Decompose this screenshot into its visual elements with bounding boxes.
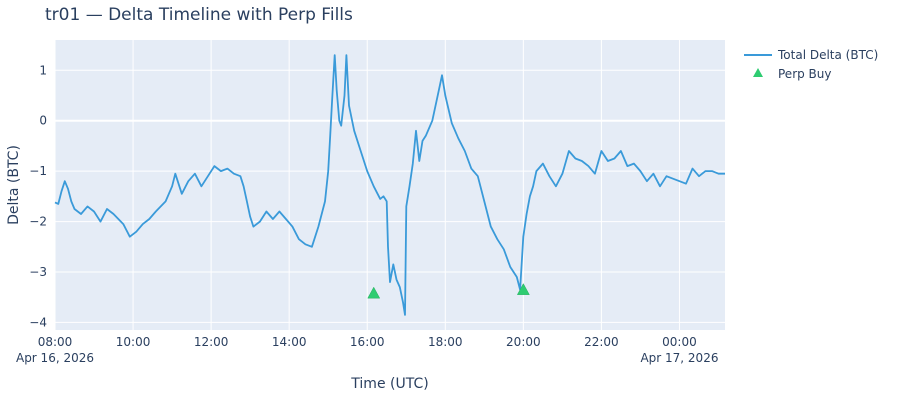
legend-label-total-delta[interactable]: Total Delta (BTC): [777, 48, 878, 62]
y-tick-label: 0: [39, 114, 47, 128]
perp-buy-marker: [367, 286, 381, 299]
plot-background: [55, 40, 725, 330]
x-tick-label: 10:00: [116, 335, 151, 349]
marker-layer: [367, 283, 530, 299]
x-tick-date-label: Apr 17, 2026: [640, 351, 718, 365]
axis-tick-labels: 08:00 Apr 16, 2026 10:00 12:00 14:00 16:00 18:…: [16, 63, 718, 365]
y-axis-title: Delta (BTC): [6, 145, 22, 225]
x-tick-label: 00:00: [662, 335, 697, 349]
x-tick-label: 22:00: [584, 335, 619, 349]
total-delta-line: [54, 54, 725, 316]
x-tick-date-label: Apr 16, 2026: [16, 351, 94, 365]
legend: Total Delta (BTC) Perp Buy: [744, 48, 878, 81]
x-tick-label: 20:00: [506, 335, 541, 349]
x-tick-label: 14:00: [272, 335, 307, 349]
x-tick-label: 16:00: [350, 335, 385, 349]
y-tick-label: −2: [29, 215, 47, 229]
y-tick-label: 1: [39, 63, 47, 77]
chart-title: tr01 — Delta Timeline with Perp Fills: [45, 5, 353, 25]
legend-swatch-perp-buy[interactable]: [753, 68, 763, 77]
x-tick-label: 12:00: [194, 335, 229, 349]
y-tick-label: −4: [29, 315, 47, 329]
perp-buy-marker: [516, 283, 530, 295]
x-tick-label: 08:00: [38, 335, 73, 349]
y-tick-label: −3: [29, 265, 47, 279]
x-axis-title: Time (UTC): [350, 376, 428, 392]
series-layer: [54, 54, 725, 316]
x-tick-label: 18:00: [428, 335, 463, 349]
y-tick-label: −1: [29, 164, 47, 178]
legend-label-perp-buy[interactable]: Perp Buy: [778, 67, 832, 81]
